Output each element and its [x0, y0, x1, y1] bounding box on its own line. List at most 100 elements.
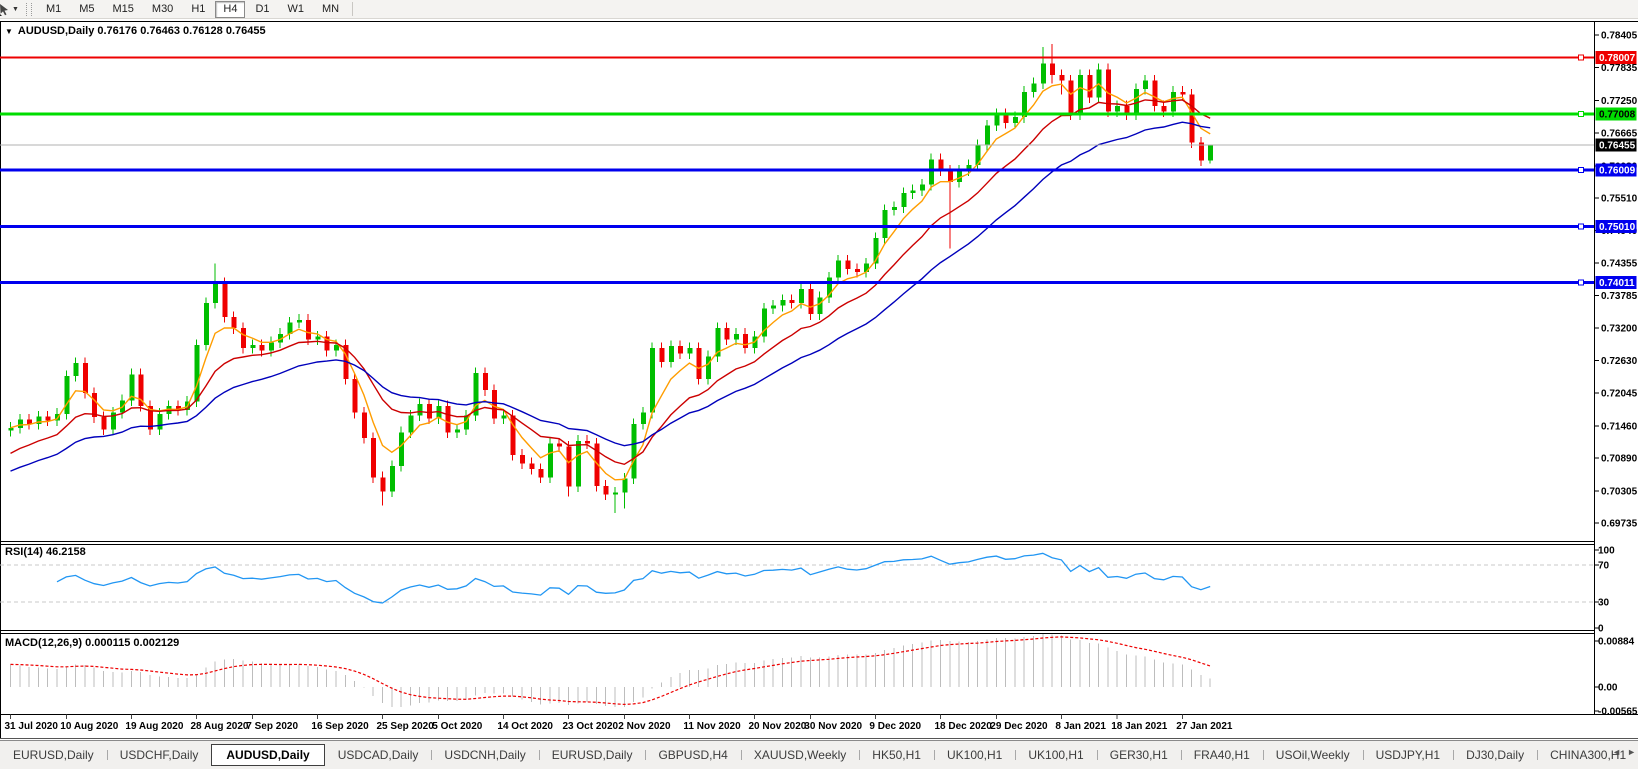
- date-axis-label: 7 Sep 2020: [246, 721, 298, 732]
- macd-signal-line: [10, 636, 1211, 706]
- macd-axis-tick: 0.00: [1598, 683, 1618, 694]
- timeframe-button-m5[interactable]: M5: [79, 2, 95, 15]
- price-axis-tick: 0.70305: [1601, 487, 1638, 498]
- rsi-axis-tick: 30: [1598, 598, 1610, 609]
- date-axis-label: 30 Nov 2020: [804, 721, 862, 732]
- price-axis-tick: 0.71460: [1601, 422, 1638, 433]
- timeframe-button-mn[interactable]: MN: [322, 2, 340, 15]
- timeframe-button-h4[interactable]: H4: [215, 0, 246, 18]
- price-axis-tick: 0.76665: [1601, 129, 1638, 140]
- price-badge-text: 0.76009: [1599, 166, 1636, 177]
- toolbar-grip[interactable]: [25, 2, 32, 16]
- date-axis-label: 14 Oct 2020: [497, 721, 553, 732]
- macd-histogram: [10, 634, 1211, 708]
- price-badge: [1595, 219, 1637, 233]
- price-axis-tick: 0.72045: [1601, 389, 1638, 400]
- tab-scroll-right-icon[interactable]: ►: [1627, 747, 1636, 757]
- ma-fast-line[interactable]: [10, 82, 1211, 481]
- ma-slow-line[interactable]: [10, 121, 1211, 472]
- toolbar-separator: [352, 2, 354, 16]
- price-badge-text: 0.78007: [1599, 53, 1636, 64]
- date-axis-label: 5 Oct 2020: [432, 721, 482, 732]
- date-axis-label: 25 Sep 2020: [377, 721, 435, 732]
- price-axis-tick: 0.73785: [1601, 291, 1638, 302]
- tab-audusd-daily[interactable]: AUDUSD,Daily: [211, 744, 325, 766]
- rsi-axis-tick: 70: [1598, 561, 1610, 572]
- price-badge: [1595, 163, 1637, 177]
- date-axis-label: 29 Dec 2020: [990, 721, 1048, 732]
- price-axis-tick: 0.78405: [1601, 31, 1638, 42]
- tab-eurusd-daily[interactable]: EURUSD,Daily: [13, 748, 94, 762]
- tab-usoil-weekly[interactable]: USOil,Weekly: [1262, 745, 1363, 765]
- tab-xauusd-weekly[interactable]: XAUUSD,Weekly: [740, 745, 859, 765]
- chevron-down-icon[interactable]: ▼: [12, 5, 19, 13]
- rsi-line: [56, 552, 1211, 604]
- tab-uk100-h1[interactable]: UK100,H1: [933, 745, 1015, 765]
- timeframe-button-d1[interactable]: D1: [255, 2, 270, 15]
- timeframe-button-h1[interactable]: H1: [191, 2, 206, 15]
- price-badge: [1595, 51, 1637, 65]
- tab-scroll-left-icon[interactable]: ◄: [1612, 747, 1622, 757]
- line-handle[interactable]: [1578, 54, 1584, 61]
- price-axis-tick: 0.69735: [1601, 519, 1638, 530]
- timeframe-button-m1[interactable]: M1: [45, 2, 62, 15]
- tab-usdjpy-h1[interactable]: USDJPY,H1: [1362, 745, 1453, 765]
- price-axis-tick: 0.73200: [1601, 324, 1638, 335]
- date-axis-label: 20 Nov 2020: [749, 721, 807, 732]
- chart-title: ▼ AUDUSD,Daily 0.76176 0.76463 0.76128 0.…: [5, 25, 266, 37]
- tab-usdcnh-daily[interactable]: USDCNH,Daily: [431, 745, 538, 765]
- price-axis-tick: 0.74355: [1601, 259, 1638, 270]
- rsi-axis-tick: 100: [1598, 546, 1615, 557]
- line-handle[interactable]: [1578, 110, 1584, 117]
- collapse-triangle-icon[interactable]: ▼: [5, 27, 13, 36]
- tab-ger30-h1[interactable]: GER30,H1: [1096, 745, 1181, 765]
- macd-axis-tick: -0.005651: [1598, 707, 1638, 718]
- price-axis-tick: 0.75510: [1601, 194, 1638, 205]
- timeframe-button-m15[interactable]: M15: [112, 2, 134, 15]
- tab-china300-h1[interactable]: CHINA300,H1: [1537, 745, 1638, 765]
- price-badge-text: 0.76455: [1599, 141, 1636, 152]
- date-axis-label: 8 Jan 2021: [1055, 721, 1106, 732]
- ma-medium-line[interactable]: [10, 99, 1211, 466]
- price-badge-text: 0.75010: [1599, 222, 1636, 233]
- price-axis-tick: 0.72630: [1601, 356, 1638, 367]
- date-axis-label: 16 Sep 2020: [311, 721, 369, 732]
- price-badge: [1595, 276, 1637, 290]
- tab-usdcad-daily[interactable]: USDCAD,Daily: [337, 748, 419, 762]
- macd-axis-tick: 0.00884: [1598, 637, 1635, 648]
- line-handle[interactable]: [1578, 223, 1584, 230]
- price-badge-text: 0.77008: [1599, 109, 1636, 120]
- timeframe-button-m30[interactable]: M30: [151, 2, 174, 15]
- chart-title-text: AUDUSD,Daily 0.76176 0.76463 0.76128 0.7…: [17, 25, 266, 37]
- tab-dj30-daily[interactable]: DJ30,Daily: [1453, 745, 1537, 765]
- price-badge: [1595, 107, 1637, 121]
- price-axis-tick: 0.77835: [1601, 63, 1638, 74]
- date-axis-label: 10 Aug 2020: [60, 721, 118, 732]
- price-badge: [1595, 138, 1637, 152]
- chart-tab-bar: EURUSD,Daily USDCHF,Daily AUDUSD,Daily USDC…: [0, 740, 1638, 769]
- date-axis-label: 9 Dec 2020: [869, 721, 921, 732]
- date-axis-label: 23 Oct 2020: [563, 721, 619, 732]
- date-axis-label: 31 Jul 2020: [5, 721, 59, 732]
- price-axis-tick: 0.70890: [1601, 454, 1638, 465]
- macd-indicator-label: MACD(12,26,9) 0.000115 0.002129: [5, 637, 180, 649]
- tab-gbpusd-h4[interactable]: GBPUSD,H4: [645, 745, 740, 765]
- price-axis-tick: 0.77250: [1601, 96, 1638, 107]
- date-axis-label: 18 Dec 2020: [935, 721, 993, 732]
- tab-hk50-h1[interactable]: HK50,H1: [859, 745, 934, 765]
- line-handle[interactable]: [1578, 279, 1584, 286]
- price-badge-text: 0.74011: [1599, 278, 1635, 289]
- timeframe-toolbar: ▼ M1 M5 M15 M30 H1 H4 D1 W1 MN: [0, 0, 1638, 19]
- rsi-axis-tick: 0: [1598, 624, 1604, 635]
- tab-uk100-h1[interactable]: UK100,H1: [1015, 745, 1096, 765]
- date-axis-label: 19 Aug 2020: [125, 721, 183, 732]
- tab-usdchf-daily[interactable]: USDCHF,Daily: [106, 745, 212, 765]
- tab-fra40-h1[interactable]: FRA40,H1: [1180, 745, 1263, 765]
- rsi-indicator-label: RSI(14) 46.2158: [5, 546, 86, 558]
- date-axis-label: 27 Jan 2021: [1176, 721, 1233, 732]
- cursor-tool-icon[interactable]: [0, 3, 11, 16]
- tab-eurusd-daily[interactable]: EURUSD,Daily: [538, 745, 646, 765]
- timeframe-button-w1[interactable]: W1: [287, 2, 305, 15]
- line-handle[interactable]: [1578, 167, 1584, 174]
